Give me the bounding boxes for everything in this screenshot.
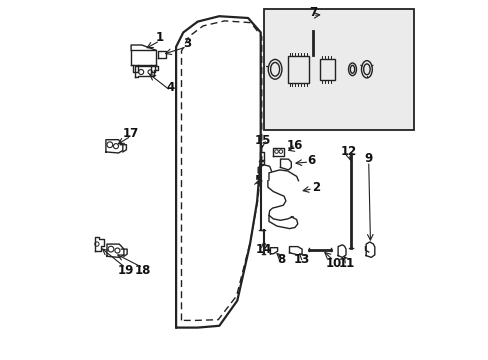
Bar: [320, 59, 334, 80]
Text: 2: 2: [312, 181, 320, 194]
Bar: [264, 9, 413, 130]
Text: 7: 7: [308, 6, 316, 19]
Text: 16: 16: [286, 139, 303, 152]
Text: 10: 10: [325, 257, 341, 270]
Text: 4: 4: [166, 81, 175, 94]
Text: 5: 5: [254, 174, 262, 186]
Text: 3: 3: [183, 37, 191, 50]
Bar: [287, 56, 309, 83]
Text: 1: 1: [156, 31, 163, 44]
Text: 8: 8: [277, 253, 285, 266]
Text: 6: 6: [306, 154, 315, 167]
Text: 12: 12: [340, 145, 356, 158]
Text: 17: 17: [122, 127, 139, 140]
Text: 18: 18: [135, 264, 151, 277]
Text: 14: 14: [256, 243, 272, 256]
Text: 9: 9: [364, 152, 372, 165]
Text: 15: 15: [254, 134, 270, 147]
Text: 11: 11: [338, 257, 354, 270]
Text: 13: 13: [293, 253, 309, 266]
Text: 19: 19: [117, 264, 134, 277]
